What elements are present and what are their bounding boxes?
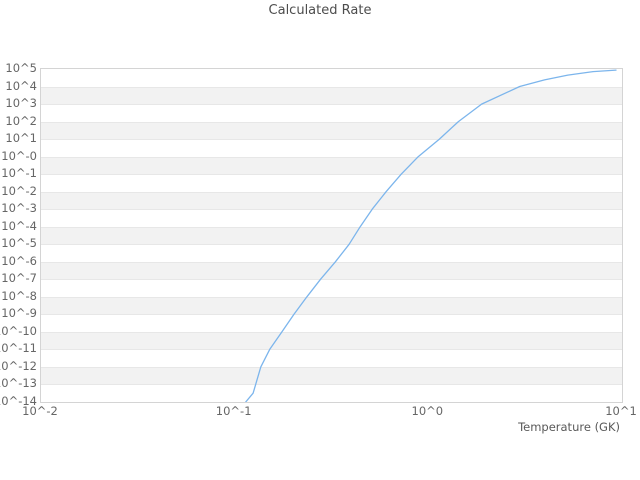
y-tick-label: 10^-2 — [1, 183, 37, 198]
x-axis-title: Temperature (GK) — [518, 420, 620, 434]
horizontal-gridline — [41, 139, 622, 141]
horizontal-gridline — [41, 366, 622, 368]
plot-area — [40, 68, 623, 403]
background-band — [41, 314, 622, 332]
background-band — [41, 279, 622, 297]
horizontal-gridline — [41, 349, 622, 351]
y-tick-label: 10^5 — [5, 61, 37, 75]
horizontal-gridline — [41, 226, 622, 228]
y-tick-label: 10^-9 — [1, 306, 37, 321]
background-band — [41, 191, 622, 210]
background-band — [41, 366, 622, 385]
background-band — [41, 156, 622, 175]
background-band — [41, 209, 622, 227]
background-band — [41, 384, 622, 402]
background-band — [41, 349, 622, 367]
horizontal-gridline — [41, 314, 622, 316]
y-tick-label: 10^2 — [5, 113, 37, 128]
y-tick-label: 10^-11 — [0, 341, 37, 356]
rate-curve-layer — [245, 69, 617, 402]
horizontal-gridline — [41, 261, 622, 263]
rate-line — [245, 69, 617, 402]
chart-title: Calculated Rate — [268, 3, 372, 18]
background-band — [41, 86, 622, 105]
horizontal-gridline — [41, 104, 622, 106]
x-tick-label: 10^1 — [605, 404, 637, 418]
background-band — [41, 139, 622, 157]
background-band — [41, 174, 622, 192]
y-tick-label: 10^-6 — [1, 253, 37, 268]
horizontal-gridline — [41, 156, 622, 158]
background-band — [41, 244, 622, 262]
y-tick-label: 10^-8 — [1, 288, 37, 303]
background-band — [41, 261, 622, 280]
horizontal-gridline — [41, 191, 622, 193]
background-band — [41, 296, 622, 315]
horizontal-gridline — [41, 331, 622, 333]
x-tick-label: 10^0 — [411, 404, 444, 418]
x-tick-label: 10^-1 — [215, 404, 252, 418]
y-tick-label: 10^3 — [5, 96, 37, 111]
horizontal-gridline — [41, 86, 622, 88]
y-tick-label: 10^1 — [5, 131, 37, 146]
horizontal-gridline — [41, 209, 622, 211]
y-tick-label: 10^-0 — [1, 148, 37, 163]
background-band — [41, 226, 622, 245]
y-tick-label: 10^-3 — [1, 201, 37, 216]
y-tick-label: 10^-5 — [1, 236, 37, 251]
x-tick-label: 10^-2 — [22, 404, 58, 418]
y-tick-label: 10^-10 — [0, 323, 37, 338]
y-tick-label: 10^-4 — [1, 218, 37, 233]
background-band — [41, 121, 622, 140]
horizontal-gridline — [41, 174, 622, 176]
y-tick-label: 10^-1 — [1, 166, 37, 181]
y-tick-label: 10^-7 — [1, 271, 37, 286]
y-tick-label: 10^-12 — [0, 358, 37, 373]
background-band — [41, 69, 622, 87]
horizontal-gridline — [41, 384, 622, 386]
background-band — [41, 331, 622, 350]
y-tick-label: 10^4 — [5, 78, 37, 93]
y-tick-label: 10^-13 — [0, 376, 37, 391]
horizontal-gridline — [41, 296, 622, 298]
y-tick-label: 10^-14 — [0, 394, 37, 408]
horizontal-gridline — [41, 279, 622, 281]
horizontal-gridline — [41, 244, 622, 246]
horizontal-gridline — [41, 121, 622, 123]
